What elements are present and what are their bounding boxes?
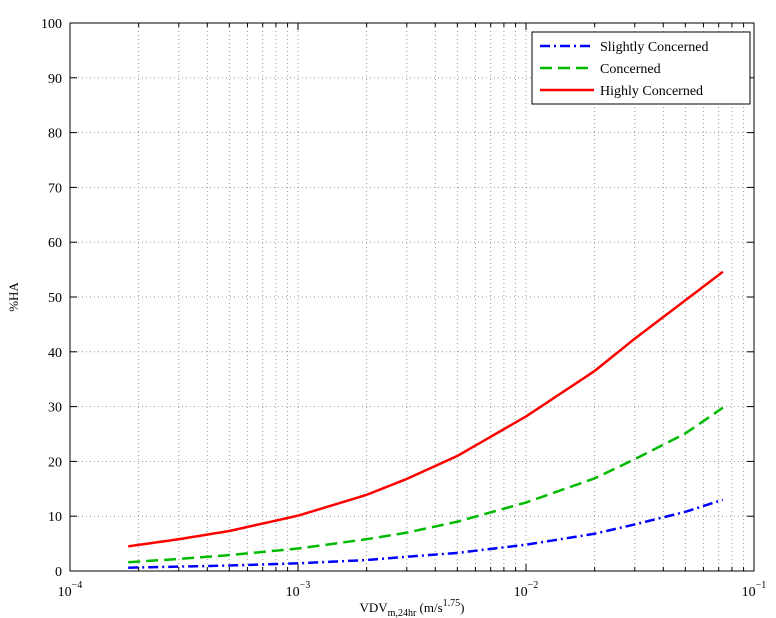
legend-label-concerned: Concerned (600, 62, 661, 77)
axis-ticks: 0 10 20 30 40 50 60 70 80 90 100 10−4 10−3 10−2 10−1 (41, 17, 766, 600)
y-tick-label: 40 (48, 346, 62, 361)
legend: Slightly Concerned Concerned Highly Conc… (531, 31, 751, 105)
y-tick-label: 80 (48, 127, 62, 142)
x-tick-label: 10−1 (742, 580, 767, 600)
y-tick-label: 70 (48, 181, 62, 196)
y-tick-label: 30 (48, 401, 62, 416)
y-tick-label: 100 (41, 17, 62, 32)
legend-label-slightly-concerned: Slightly Concerned (600, 40, 709, 55)
series-line-concerned (128, 406, 724, 564)
plot-background (70, 23, 754, 571)
x-tick-label: 10−2 (514, 580, 539, 600)
y-tick-label: 20 (48, 455, 62, 470)
series-group (128, 270, 724, 569)
grid-lines (69, 22, 754, 572)
series-line-highly-concerned (128, 270, 724, 548)
x-tick-label: 10−4 (58, 580, 83, 600)
y-tick-label: 50 (48, 291, 62, 306)
x-tick-label: 10−3 (286, 580, 311, 600)
y-axis-label: %HA (6, 282, 21, 312)
y-tick-label: 10 (48, 510, 62, 525)
y-tick-label: 0 (55, 565, 62, 580)
y-tick-label: 60 (48, 236, 62, 251)
legend-label-highly-concerned: Highly Concerned (600, 84, 703, 99)
y-tick-label: 90 (48, 72, 62, 87)
x-axis-label: VDVm,24hr (m/s1.75) (360, 598, 465, 618)
